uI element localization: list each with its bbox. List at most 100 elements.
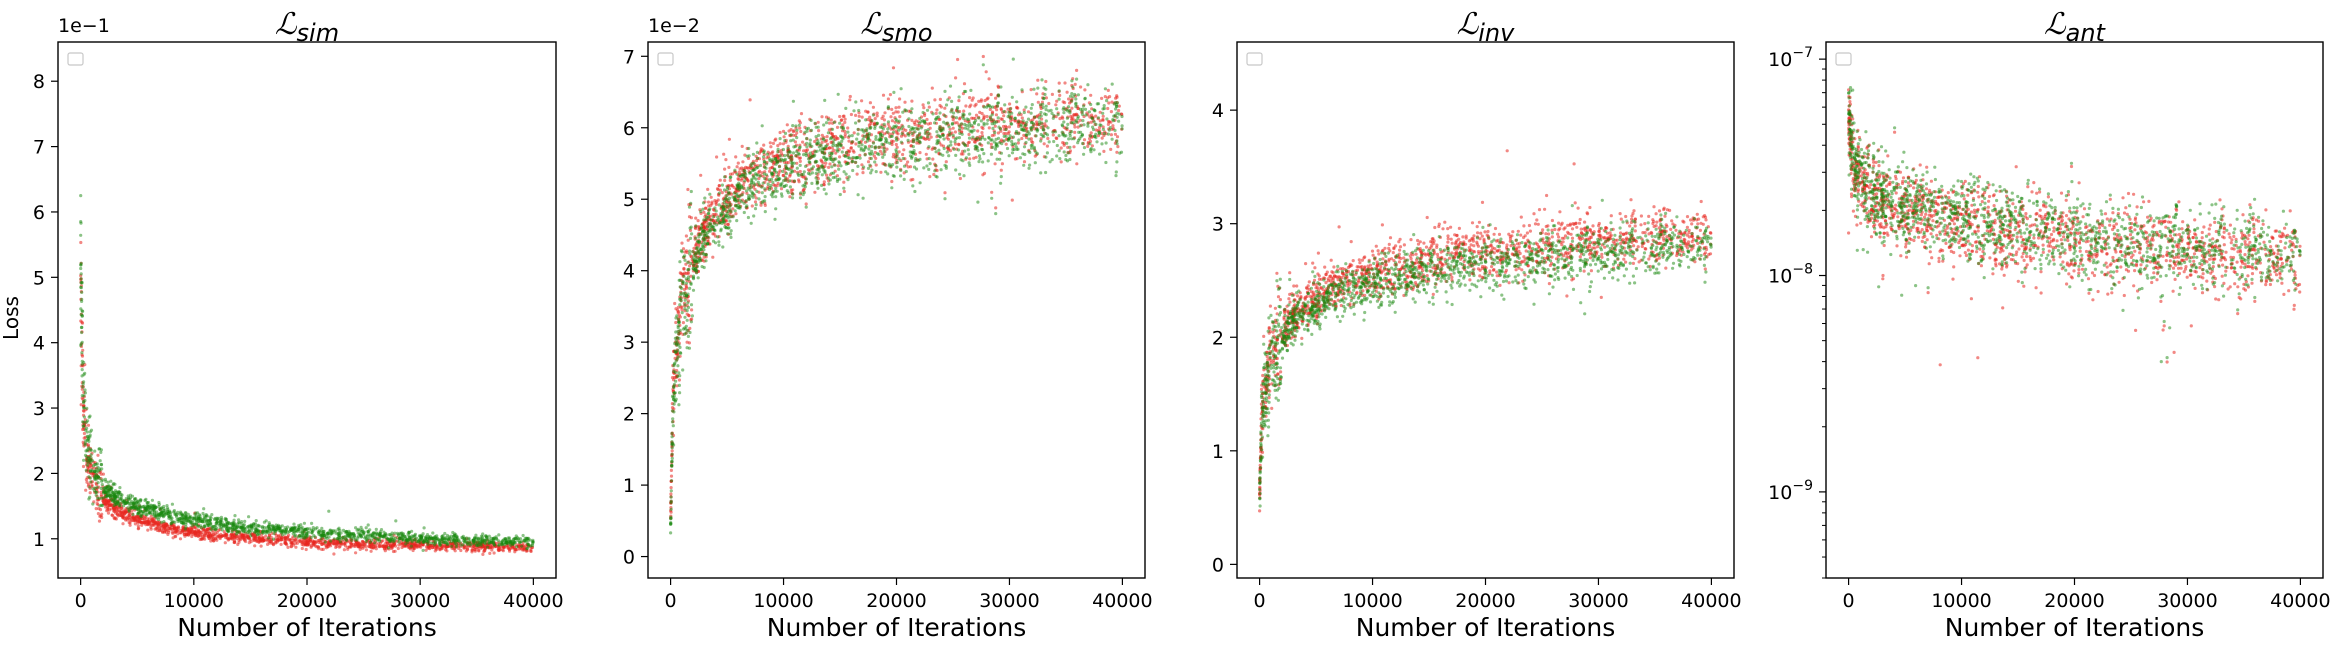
data-point <box>79 194 82 197</box>
data-point <box>754 200 757 203</box>
data-point <box>1008 102 1011 105</box>
data-point <box>1111 124 1114 127</box>
data-point <box>281 533 284 536</box>
data-point <box>901 132 904 135</box>
x-axis-label: Number of Iterations <box>177 613 437 642</box>
data-point <box>155 513 158 516</box>
data-point <box>973 140 976 143</box>
data-point <box>283 537 286 540</box>
data-point <box>962 110 965 113</box>
data-point <box>179 537 182 540</box>
data-point <box>1046 126 1049 129</box>
data-point <box>84 443 87 446</box>
data-point <box>205 513 208 516</box>
data-point <box>969 89 972 92</box>
data-point <box>1055 136 1058 139</box>
data-point <box>750 186 753 189</box>
data-point <box>294 546 297 549</box>
data-point <box>729 173 732 176</box>
data-point <box>262 530 265 533</box>
data-point <box>931 158 934 161</box>
data-point <box>1061 115 1064 118</box>
data-point <box>741 145 744 148</box>
data-point <box>1047 102 1050 105</box>
data-point <box>348 545 351 548</box>
data-point <box>1058 94 1061 97</box>
data-point <box>773 139 776 142</box>
data-point <box>816 187 819 190</box>
data-point <box>828 128 831 131</box>
data-point <box>856 173 859 176</box>
data-point <box>139 498 142 501</box>
data-point <box>952 118 955 121</box>
data-point <box>205 530 208 533</box>
data-point <box>280 543 283 546</box>
data-point <box>105 509 108 512</box>
data-point <box>79 263 82 266</box>
data-point <box>233 519 236 522</box>
data-point <box>1017 141 1020 144</box>
data-point <box>500 541 503 544</box>
data-point <box>513 550 516 553</box>
data-point <box>360 530 363 533</box>
data-point <box>97 507 100 510</box>
data-point <box>681 368 684 371</box>
data-point <box>143 499 146 502</box>
data-point <box>344 535 347 538</box>
data-point <box>983 105 986 108</box>
data-point <box>203 524 206 527</box>
data-point <box>301 547 304 550</box>
data-point <box>96 454 99 457</box>
data-point <box>80 281 83 284</box>
data-point <box>525 547 528 550</box>
data-point <box>1063 81 1066 84</box>
data-point <box>838 178 841 181</box>
data-point <box>80 277 83 280</box>
data-point <box>790 189 793 192</box>
data-point <box>1016 157 1019 160</box>
data-point <box>761 124 764 127</box>
data-point <box>81 310 84 313</box>
data-point <box>212 539 215 542</box>
data-point <box>526 542 529 545</box>
data-point <box>122 504 125 507</box>
data-point <box>837 168 840 171</box>
data-point <box>683 271 686 274</box>
data-point <box>886 131 889 134</box>
data-point <box>848 134 851 137</box>
data-point <box>469 542 472 545</box>
data-point <box>90 429 93 432</box>
data-point <box>983 99 986 102</box>
data-point <box>1103 104 1106 107</box>
data-point <box>1058 157 1061 160</box>
data-point <box>929 162 932 165</box>
data-point <box>292 523 295 526</box>
data-point <box>919 181 922 184</box>
data-point <box>422 532 425 535</box>
data-point <box>854 100 857 103</box>
data-point <box>987 136 990 139</box>
data-point <box>737 162 740 165</box>
data-point <box>394 519 397 522</box>
data-point <box>102 473 105 476</box>
data-point <box>434 549 437 552</box>
data-point <box>150 519 153 522</box>
data-point <box>832 172 835 175</box>
data-point <box>1011 199 1014 202</box>
data-point <box>296 542 299 545</box>
data-point <box>935 112 938 115</box>
data-point <box>1021 116 1024 119</box>
data-point <box>980 98 983 101</box>
data-point <box>991 111 994 114</box>
data-point <box>928 175 931 178</box>
data-point <box>345 538 348 541</box>
data-point <box>334 529 337 532</box>
data-point <box>243 520 246 523</box>
data-point <box>869 122 872 125</box>
data-point <box>943 107 946 110</box>
data-point <box>1020 137 1023 140</box>
data-point <box>356 544 359 547</box>
data-point <box>973 104 976 107</box>
data-point <box>83 432 86 435</box>
